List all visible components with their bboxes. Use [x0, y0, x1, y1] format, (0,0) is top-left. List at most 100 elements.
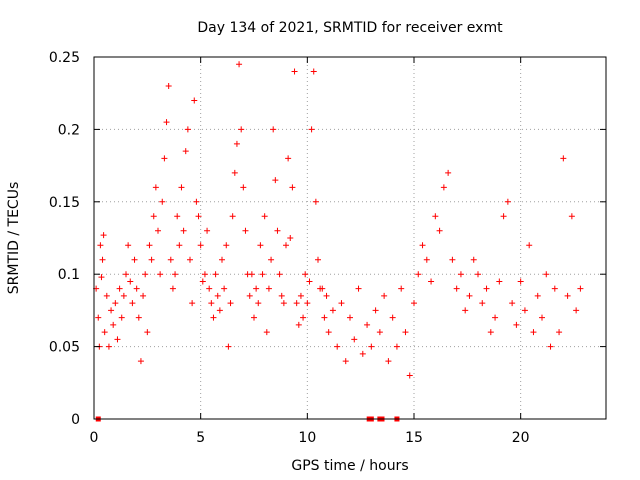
- data-point: [415, 271, 422, 278]
- data-point: [146, 242, 153, 249]
- data-point: [457, 271, 464, 278]
- data-point: [227, 300, 234, 307]
- data-point: [248, 271, 255, 278]
- data-point: [342, 358, 349, 365]
- data-point: [280, 300, 287, 307]
- data-point: [321, 314, 328, 321]
- data-point: [479, 300, 486, 307]
- data-point: [359, 350, 366, 357]
- x-tick-label: 10: [298, 430, 316, 446]
- data-point: [475, 271, 481, 278]
- x-tick-labels: 0 5 10 15 20: [90, 430, 530, 446]
- data-point: [304, 300, 311, 307]
- data-point: [180, 227, 187, 234]
- data-point: [470, 256, 477, 263]
- data-point: [530, 329, 537, 336]
- data-point: [208, 300, 215, 307]
- data-point: [329, 307, 336, 314]
- data-point: [351, 336, 358, 343]
- data-point: [389, 314, 396, 321]
- data-point: [187, 256, 193, 263]
- data-point: [295, 321, 302, 328]
- data-point: [199, 278, 206, 285]
- data-point: [210, 314, 217, 321]
- data-point: [500, 213, 507, 220]
- data-point: [144, 329, 151, 336]
- data-point: [157, 271, 164, 278]
- data-point: [223, 242, 230, 249]
- x-tick-label: 5: [196, 430, 205, 446]
- data-point: [560, 155, 567, 162]
- data-point: [270, 126, 277, 133]
- data-point: [419, 242, 426, 249]
- data-point: [297, 292, 304, 299]
- data-point: [140, 292, 147, 299]
- data-point: [120, 292, 127, 299]
- y-tick-label: 0.2: [58, 122, 80, 138]
- data-point: [453, 285, 460, 292]
- data-point: [577, 285, 584, 292]
- data-point: [315, 256, 321, 263]
- grid-lines: [94, 57, 606, 419]
- data-point: [163, 119, 170, 126]
- data-point: [155, 227, 161, 234]
- data-point: [323, 292, 330, 299]
- data-point: [152, 184, 159, 191]
- data-point: [95, 314, 102, 321]
- data-point: [334, 343, 341, 350]
- data-point: [165, 82, 172, 89]
- data-point: [99, 256, 106, 263]
- data-point: [300, 314, 307, 321]
- data-point: [466, 292, 473, 299]
- data-point: [225, 343, 232, 350]
- data-point: [255, 300, 262, 307]
- data-point: [219, 256, 225, 263]
- data-point: [236, 61, 243, 68]
- y-axis-label: SRMTID / TECUs: [6, 182, 22, 295]
- data-point: [372, 307, 379, 314]
- data-point: [291, 68, 298, 75]
- data-point: [492, 314, 499, 321]
- data-point: [240, 184, 247, 191]
- data-point: [268, 256, 275, 263]
- data-point: [142, 271, 149, 278]
- data-point: [116, 285, 123, 292]
- data-point: [306, 278, 313, 285]
- chart-title: Day 134 of 2021, SRMTID for receiver exm…: [197, 20, 503, 36]
- data-point: [98, 274, 105, 281]
- data-point: [376, 329, 383, 336]
- data-point: [221, 285, 228, 292]
- data-point: [97, 242, 104, 249]
- data-point: [169, 285, 176, 292]
- data-point: [259, 271, 266, 278]
- data-point: [150, 213, 157, 220]
- data-point: [496, 278, 503, 285]
- data-point: [398, 285, 405, 292]
- data-point: [131, 256, 138, 263]
- data-point: [573, 307, 580, 314]
- data-point: [517, 278, 524, 285]
- data-point: [449, 256, 456, 263]
- data-point: [214, 292, 221, 299]
- data-point: [108, 307, 115, 314]
- data-point: [534, 292, 541, 299]
- data-point: [547, 343, 554, 350]
- data-point: [551, 285, 558, 292]
- data-point: [137, 358, 144, 365]
- data-point: [319, 285, 326, 292]
- data-point: [229, 213, 236, 220]
- data-point: [112, 300, 119, 307]
- data-point: [257, 242, 264, 249]
- data-point: [539, 314, 545, 321]
- data-point: [423, 256, 430, 263]
- axis-ticks: [93, 56, 606, 420]
- data-point: [123, 271, 129, 278]
- y-tick-labels: 0 0.05 0.1 0.15 0.2 0.25: [49, 50, 80, 428]
- data-point: [133, 285, 140, 292]
- data-point: [283, 242, 289, 249]
- data-point: [513, 321, 520, 328]
- data-point: [564, 292, 571, 299]
- x-tick-label: 0: [90, 430, 99, 446]
- plot-frame: [93, 56, 607, 420]
